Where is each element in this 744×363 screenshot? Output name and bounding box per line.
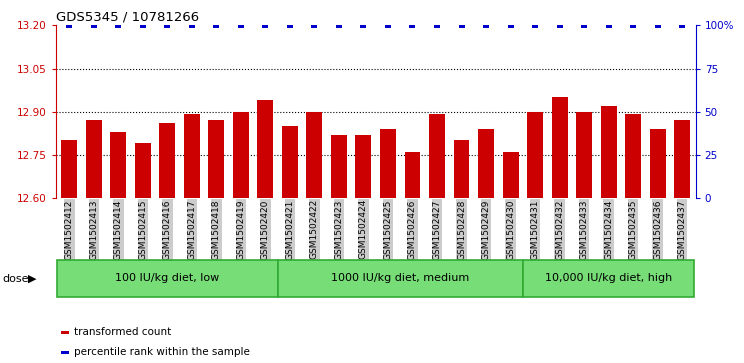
- Bar: [405, 152, 420, 198]
- Point: [309, 23, 321, 28]
- Bar: [331, 135, 347, 198]
- Bar: [61, 140, 77, 198]
- Bar: [478, 129, 494, 198]
- Bar: [278, 260, 523, 297]
- Point: [382, 23, 394, 28]
- Bar: [184, 114, 200, 198]
- Point: [161, 23, 173, 28]
- Point: [627, 23, 639, 28]
- Point: [137, 23, 149, 28]
- Bar: [356, 135, 371, 198]
- Bar: [551, 97, 568, 198]
- Point: [603, 23, 615, 28]
- Text: GDS5345 / 10781266: GDS5345 / 10781266: [56, 11, 199, 24]
- Point: [480, 23, 492, 28]
- Bar: [523, 260, 694, 297]
- Point: [504, 23, 516, 28]
- Bar: [600, 106, 617, 198]
- Bar: [576, 111, 592, 198]
- Point: [431, 23, 443, 28]
- Text: 1000 IU/kg diet, medium: 1000 IU/kg diet, medium: [331, 273, 469, 283]
- Point: [211, 23, 222, 28]
- Point: [554, 23, 565, 28]
- Point: [88, 23, 100, 28]
- Point: [284, 23, 296, 28]
- Point: [186, 23, 198, 28]
- Bar: [380, 129, 396, 198]
- Bar: [454, 140, 469, 198]
- Bar: [429, 114, 445, 198]
- Bar: [282, 126, 298, 198]
- Bar: [674, 120, 690, 198]
- Point: [235, 23, 247, 28]
- Bar: [257, 100, 273, 198]
- Text: ▶: ▶: [28, 274, 36, 284]
- Point: [260, 23, 272, 28]
- Text: 10,000 IU/kg diet, high: 10,000 IU/kg diet, high: [545, 273, 673, 283]
- Bar: [503, 152, 519, 198]
- Bar: [650, 129, 666, 198]
- Point: [333, 23, 345, 28]
- Point: [455, 23, 467, 28]
- Bar: [110, 132, 126, 198]
- Point: [578, 23, 590, 28]
- Text: percentile rank within the sample: percentile rank within the sample: [74, 347, 250, 357]
- Text: transformed count: transformed count: [74, 327, 172, 337]
- Bar: [208, 120, 225, 198]
- Point: [529, 23, 541, 28]
- Point: [652, 23, 664, 28]
- Point: [112, 23, 124, 28]
- Bar: [57, 260, 278, 297]
- Bar: [135, 143, 151, 198]
- Bar: [86, 120, 102, 198]
- Text: 100 IU/kg diet, low: 100 IU/kg diet, low: [115, 273, 219, 283]
- Point: [358, 23, 370, 28]
- Point: [406, 23, 418, 28]
- Text: dose: dose: [2, 274, 29, 284]
- Bar: [159, 123, 176, 198]
- Bar: [527, 111, 543, 198]
- Point: [63, 23, 75, 28]
- Point: [676, 23, 688, 28]
- Bar: [233, 111, 248, 198]
- Bar: [625, 114, 641, 198]
- Bar: [307, 111, 322, 198]
